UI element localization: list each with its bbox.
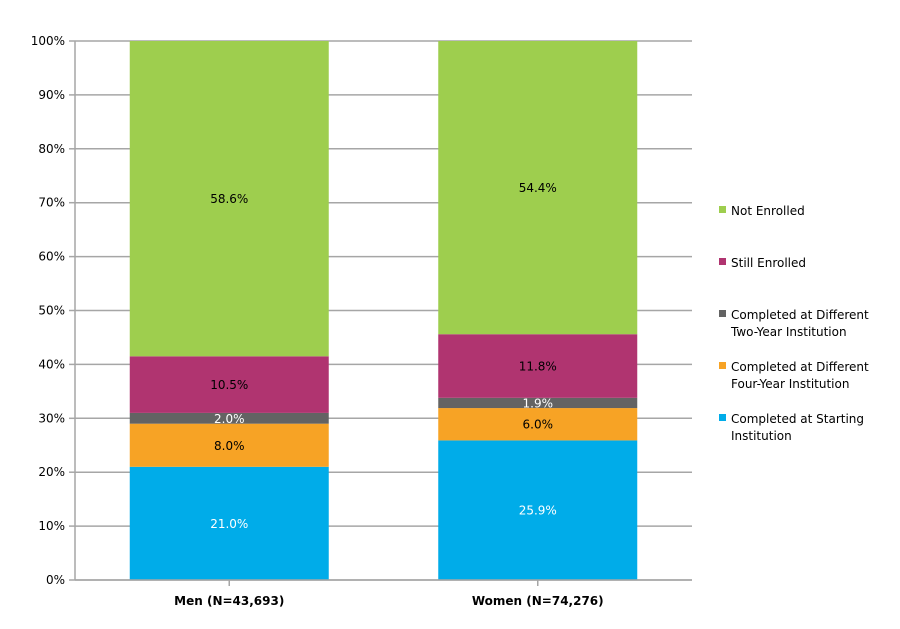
bar-segment	[438, 440, 638, 580]
data-label: 25.9%	[519, 504, 557, 518]
legend-label: Completed at Different	[731, 360, 869, 374]
bar-segment	[438, 41, 638, 335]
y-tick-label: 30%	[38, 411, 65, 425]
legend-label: Not Enrolled	[731, 204, 805, 218]
bar-segment	[129, 356, 329, 413]
legend-label: Four-Year Institution	[731, 377, 849, 391]
bar-segment	[438, 334, 638, 398]
y-tick-label: 90%	[38, 88, 65, 102]
legend-label: Still Enrolled	[731, 256, 806, 270]
bar-segment	[129, 466, 329, 580]
y-tick-label: 40%	[38, 357, 65, 371]
bar-segment	[129, 41, 329, 357]
data-label: 8.0%	[214, 439, 245, 453]
y-tick-label: 10%	[38, 519, 65, 533]
y-tick-label: 70%	[38, 196, 65, 210]
legend-swatch	[719, 310, 726, 317]
legend-label: Completed at Different	[731, 308, 869, 322]
bar-segment	[438, 397, 638, 409]
legend-label: Two-Year Institution	[730, 325, 847, 339]
legend-label: Completed at Starting	[731, 412, 864, 426]
y-tick-label: 20%	[38, 465, 65, 479]
data-label: 6.0%	[523, 418, 554, 432]
category-label: Women (N=74,276)	[472, 594, 604, 608]
legend-swatch	[719, 362, 726, 369]
legend-swatch	[719, 414, 726, 421]
data-label: 58.6%	[210, 192, 248, 206]
data-label: 1.9%	[523, 396, 554, 410]
y-tick-label: 80%	[38, 142, 65, 156]
bar-segment	[129, 412, 329, 424]
category-label: Men (N=43,693)	[174, 594, 284, 608]
y-tick-label: 50%	[38, 304, 65, 318]
legend-swatch	[719, 206, 726, 213]
data-label: 11.8%	[519, 360, 557, 374]
y-tick-label: 60%	[38, 250, 65, 264]
data-label: 2.0%	[214, 412, 245, 426]
data-label: 21.0%	[210, 517, 248, 531]
bar-segment	[438, 408, 638, 441]
y-tick-label: 100%	[31, 34, 65, 48]
bar-segment	[129, 423, 329, 467]
legend-swatch	[719, 258, 726, 265]
data-label: 54.4%	[519, 181, 557, 195]
y-tick-label: 0%	[46, 573, 65, 587]
data-label: 10.5%	[210, 378, 248, 392]
legend-label: Institution	[731, 429, 792, 443]
